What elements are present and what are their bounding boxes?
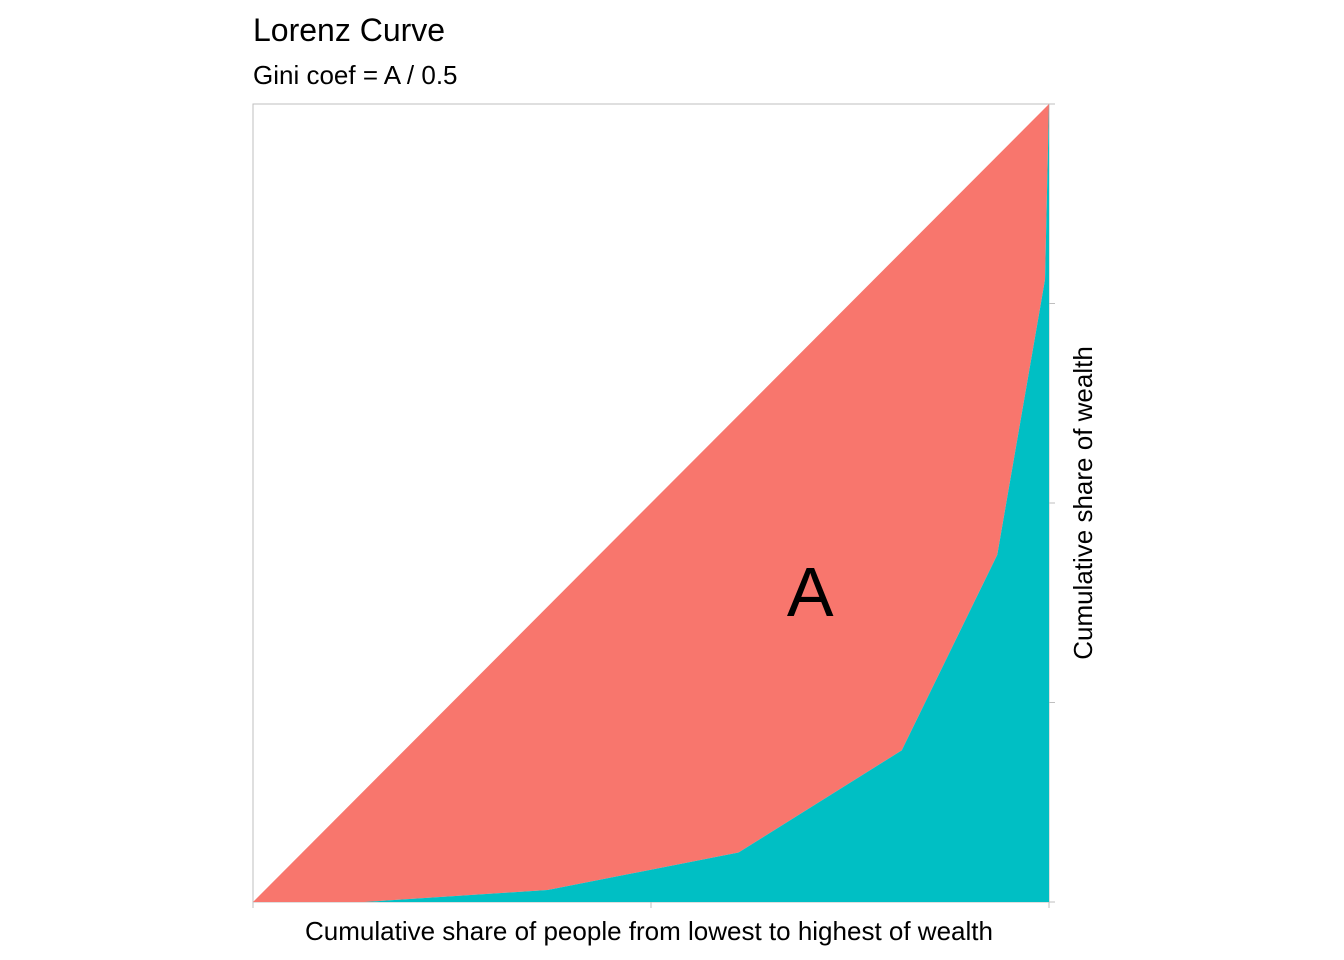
- chart-subtitle: Gini coef = A / 0.5: [253, 60, 458, 90]
- x-axis-label: Cumulative share of people from lowest t…: [305, 916, 993, 946]
- area-under-lorenz: [253, 104, 1049, 902]
- y-axis-label: Cumulative share of wealth: [1068, 346, 1098, 660]
- annotation-a: A: [787, 553, 834, 631]
- area-a: [253, 104, 1049, 902]
- plot-area: [252, 103, 1055, 908]
- chart-title: Lorenz Curve: [253, 12, 445, 48]
